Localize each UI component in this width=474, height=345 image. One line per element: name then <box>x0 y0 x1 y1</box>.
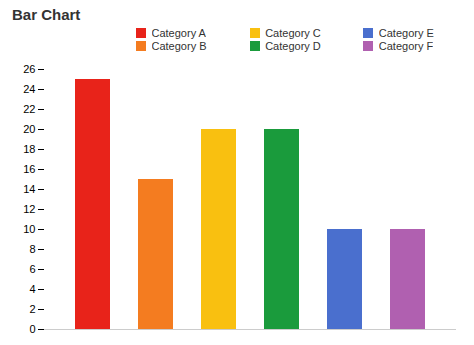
svg-text:22: 22 <box>23 103 35 115</box>
svg-text:10: 10 <box>23 223 35 235</box>
html-text:Bar Chart: Bar Chart <box>12 6 81 23</box>
svg-text:6: 6 <box>29 263 35 275</box>
svg-text:14: 14 <box>23 183 35 195</box>
svg-text:24: 24 <box>23 83 35 95</box>
svg-text:4: 4 <box>29 283 35 295</box>
html-text:Category E: Category E <box>378 27 434 39</box>
svg-text:12: 12 <box>23 203 35 215</box>
html-text:Category C: Category C <box>265 27 321 39</box>
svg-text:20: 20 <box>23 123 35 135</box>
svg-text:26: 26 <box>23 63 35 75</box>
svg-text:18: 18 <box>23 143 35 155</box>
svg-text:0: 0 <box>29 323 35 335</box>
svg-text:16: 16 <box>23 163 35 175</box>
html-text:Category B: Category B <box>151 40 207 52</box>
html-text:Category D: Category D <box>265 40 321 52</box>
html-text:Category A: Category A <box>151 27 206 39</box>
svg-text:2: 2 <box>29 303 35 315</box>
svg-text:8: 8 <box>29 243 35 255</box>
html-text:Category F: Category F <box>378 40 434 52</box>
